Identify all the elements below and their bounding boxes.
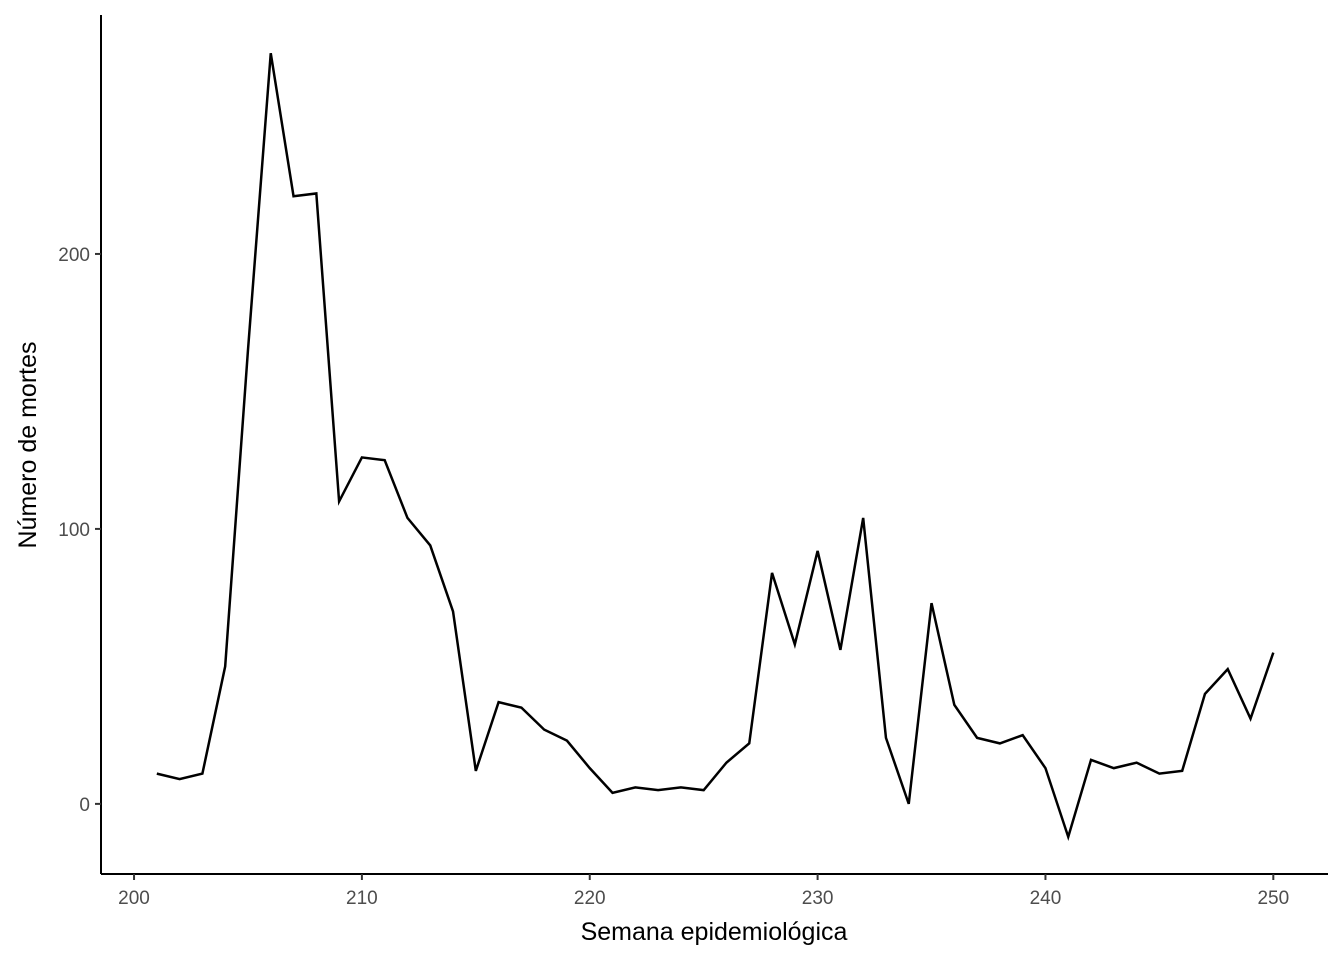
y-axis-label: Número de mortes bbox=[14, 341, 42, 548]
x-tick-label: 240 bbox=[1030, 888, 1062, 909]
line bbox=[156, 53, 1275, 842]
x-tick-label: 210 bbox=[346, 888, 378, 909]
x-tick-label: 220 bbox=[574, 888, 606, 909]
y-tick-label: 0 bbox=[79, 795, 90, 816]
x-tick-label: 250 bbox=[1257, 888, 1289, 909]
y-tick-label: 100 bbox=[58, 520, 90, 541]
x-axis-label: Semana epidemiológica bbox=[581, 918, 848, 946]
x-tick-label: 200 bbox=[118, 888, 150, 909]
y-tick-label: 200 bbox=[58, 245, 90, 266]
x-tick-label: 230 bbox=[802, 888, 834, 909]
